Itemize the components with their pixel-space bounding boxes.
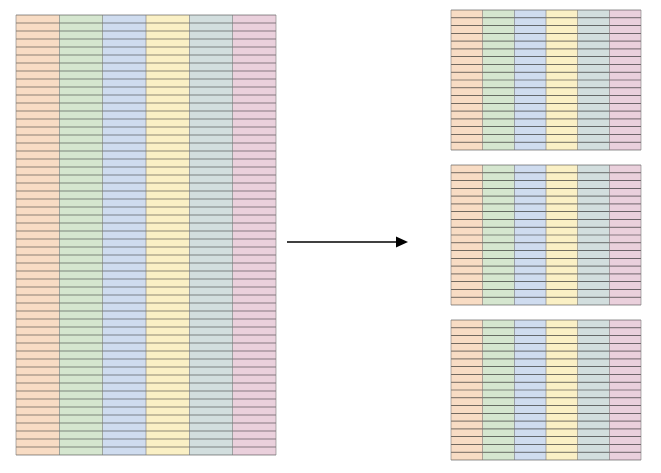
source-table-column-1 bbox=[16, 15, 60, 455]
source-table-column-2 bbox=[59, 15, 103, 455]
split-table-3 bbox=[450, 319, 642, 461]
arrow-head bbox=[396, 236, 408, 248]
source-table-column-6 bbox=[232, 15, 276, 455]
split-table-1 bbox=[450, 9, 642, 151]
source-table-column-5 bbox=[189, 15, 233, 455]
source-table bbox=[15, 14, 277, 456]
split-arrow bbox=[287, 236, 408, 248]
split-table-2 bbox=[450, 164, 642, 306]
split-tables bbox=[450, 9, 642, 461]
source-table-column-4 bbox=[146, 15, 190, 455]
source-table-column-3 bbox=[102, 15, 146, 455]
